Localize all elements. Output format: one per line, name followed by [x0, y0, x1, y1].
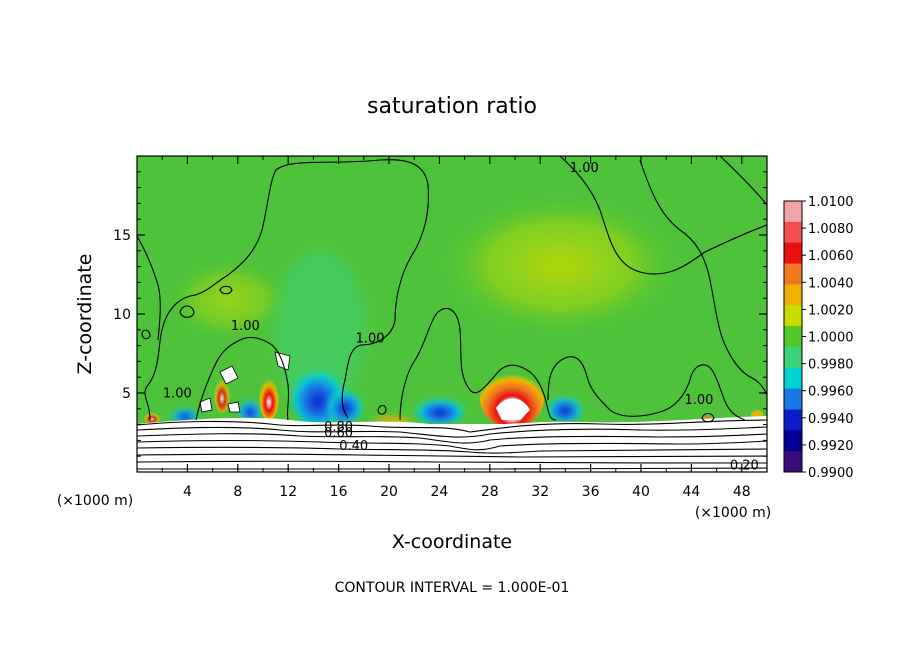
cool-plume-4 [547, 394, 583, 422]
x-tick-label-10: 44 [682, 484, 700, 500]
hot-spot-left [259, 376, 279, 420]
colorbar-label-5: 1.0000 [808, 331, 854, 346]
y-axis-label: Z-coordinate [74, 254, 96, 375]
colorbar-swatch-4 [784, 284, 802, 306]
colorbar-swatch-7 [784, 346, 802, 369]
contour-label-6: 0.60 [324, 426, 353, 441]
contour-label-4: 1.00 [684, 393, 713, 408]
contour-1.00-plume [399, 308, 557, 421]
contour-loop-2 [141, 329, 151, 340]
colorbar-label-4: 1.0020 [808, 303, 854, 318]
colorbar-label-6: 0.9980 [808, 358, 854, 373]
colorbar-swatch-11 [784, 430, 802, 452]
contour-1.00-right [547, 356, 746, 421]
colorbar-swatch-3 [784, 263, 802, 285]
contour-label-5: 0.80 [324, 420, 353, 435]
colorbar-label-8: 0.9940 [808, 412, 854, 427]
colorbar-label-10: 0.9900 [808, 466, 854, 481]
contour-1.00-mid-left [195, 336, 290, 421]
colorbar: 1.0100 1.0080 1.0060 1.0040 1.0020 1.0000 0.99… [783, 195, 854, 481]
colorbar-swatch-12 [784, 451, 802, 473]
contour-loop-3 [219, 285, 233, 295]
colorbar-swatch-1 [784, 221, 802, 244]
white-patch-4 [227, 401, 241, 413]
contour-0.30 [137, 460, 767, 464]
plot-area: 1.00 1.00 1.00 1.00 1.00 0.800.600.40 0.20 [137, 156, 767, 474]
contour-1.00-main [144, 159, 429, 421]
x-tick-label-9: 40 [632, 484, 650, 500]
x-tick-label-3: 16 [330, 484, 348, 500]
contour-label-0: 1.00 [570, 161, 599, 176]
contour-lines [137, 156, 767, 470]
colorbar-label-2: 1.0060 [808, 249, 854, 264]
contour-1.00-far-right [639, 159, 767, 396]
x-tick-label-11: 48 [733, 484, 751, 500]
x-axis-unit: (×1000 m) [695, 505, 771, 521]
contour-loop-1 [179, 305, 195, 318]
y-axis-ticks: 5 10 15 [113, 171, 767, 457]
surface-layer-top [137, 416, 767, 432]
contour-loop-4 [377, 404, 387, 415]
hot-spot-small-1 [214, 377, 230, 413]
warm-region-left [170, 260, 290, 340]
chart-title: saturation ratio [367, 94, 537, 119]
hot-spot-main [480, 368, 544, 428]
y-tick-label-1: 10 [113, 307, 131, 323]
colorbar-swatch-2 [784, 242, 802, 265]
x-axis-label: X-coordinate [392, 531, 512, 553]
cool-plume-6 [238, 398, 262, 422]
colorbar-swatch-5 [784, 305, 802, 327]
contour-interval-note: CONTOUR INTERVAL = 1.000E-01 [335, 580, 570, 596]
warm-region-right [440, 195, 680, 335]
contour-0.60 [137, 439, 767, 451]
x-tick-label-1: 8 [233, 484, 242, 500]
x-tick-label-7: 32 [531, 484, 549, 500]
contour-label-1: 1.00 [356, 331, 385, 346]
cool-plume-2 [327, 387, 363, 423]
hot-spot-small-2 [144, 412, 160, 424]
contour-1.00-right-top-edge [719, 156, 767, 206]
y-tick-label-0: 5 [122, 386, 131, 402]
contour-0.50 [137, 446, 767, 454]
contour-label-8: 0.20 [730, 459, 759, 474]
contour-label-2: 1.00 [231, 319, 260, 334]
cool-region-center [275, 250, 365, 410]
colorbar-label-7: 0.9960 [808, 385, 854, 400]
contour-label-3: 1.00 [163, 387, 192, 402]
contour-label-7: 0.40 [339, 439, 368, 454]
x-axis-ticks: 4 8 12 16 20 24 28 32 36 40 44 48 [161, 156, 751, 500]
cool-plume-5 [171, 407, 199, 423]
colorbar-label-1: 1.0080 [808, 222, 854, 237]
colorbar-label-3: 1.0040 [808, 276, 854, 291]
contour-0.70 [137, 433, 767, 444]
colorbar-swatch-9 [784, 388, 802, 410]
colorbar-swatch-10 [784, 409, 802, 431]
x-tick-label-8: 36 [582, 484, 600, 500]
colorbar-label-0: 1.0100 [808, 195, 854, 210]
field-features [144, 195, 763, 428]
contour-labels: 1.00 1.00 1.00 1.00 1.00 0.800.600.40 0.20 [163, 161, 759, 474]
white-patch-1 [219, 365, 239, 385]
contour-1.00-left-edge [137, 235, 161, 341]
x-tick-label-6: 28 [481, 484, 499, 500]
colorbar-swatch-0 [784, 201, 802, 223]
white-patch-3 [199, 397, 213, 413]
white-patch-5 [496, 398, 530, 420]
contour-1.00-top-right [559, 156, 767, 275]
contour-0.40 [137, 453, 767, 458]
colorbar-label-9: 0.9920 [808, 439, 854, 454]
colorbar-swatch-6 [784, 326, 802, 348]
x-tick-label-0: 4 [183, 484, 192, 500]
colorbar-swatch-8 [784, 367, 802, 390]
contour-0.90 [137, 419, 767, 433]
contour-loop-5 [701, 412, 715, 423]
cool-plume-3 [415, 396, 465, 424]
contour-0.80 [137, 426, 767, 438]
y-axis-unit: (×1000 m) [57, 493, 133, 509]
y-tick-label-2: 15 [113, 228, 131, 244]
x-tick-label-2: 12 [279, 484, 297, 500]
x-tick-label-4: 20 [380, 484, 398, 500]
x-tick-label-5: 24 [430, 484, 448, 500]
